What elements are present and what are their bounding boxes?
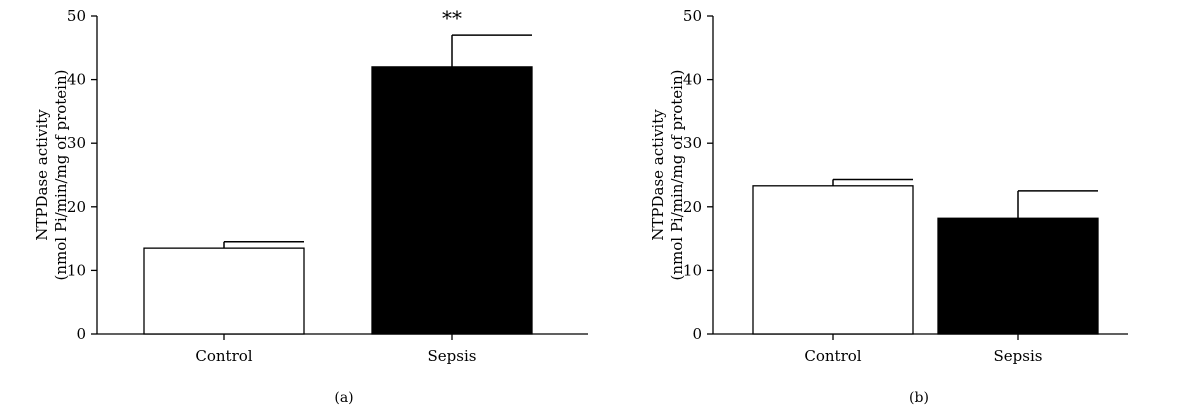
y-tick-label: 20 [67, 198, 86, 216]
y-tick-label: 40 [67, 71, 86, 89]
panel-label: (a) [334, 390, 353, 406]
x-tick-label: Control [804, 347, 861, 365]
chart-panel-1: 0 10 20 30 40 50 Control Sepsis ** NTPDase activi… [33, 6, 588, 406]
y-tick-label: 30 [67, 134, 86, 152]
y-tick-label: 50 [67, 7, 86, 25]
chart-panel-2: 0 10 20 30 40 50 Control Sepsis NTPDase activity… [649, 7, 1128, 406]
significance-marker: ** [442, 6, 462, 30]
y-tick-label: 10 [683, 261, 702, 279]
y-axis-label: NTPDase activity [33, 109, 51, 241]
y-tick-label: 10 [67, 261, 86, 279]
x-tick-label: Sepsis [428, 347, 477, 365]
bar-control [143, 247, 305, 335]
x-tick-label: Control [195, 347, 252, 365]
y-tick-label: 50 [683, 7, 702, 25]
y-axis-label: (nmol Pi/min/mg of protein) [52, 70, 70, 281]
panel-label: (b) [909, 390, 929, 406]
y-tick-label: 0 [692, 325, 702, 343]
bar-sepsis [937, 217, 1099, 335]
y-axis-label: (nmol Pi/min/mg of protein) [668, 70, 686, 281]
y-tick-label: 30 [683, 134, 702, 152]
bar-control [752, 185, 914, 335]
bar-sepsis [371, 66, 533, 335]
y-tick-label: 0 [76, 325, 86, 343]
x-tick-label: Sepsis [994, 347, 1043, 365]
y-tick-label: 20 [683, 198, 702, 216]
y-tick-label: 40 [683, 71, 702, 89]
y-axis-label: NTPDase activity [649, 109, 667, 241]
